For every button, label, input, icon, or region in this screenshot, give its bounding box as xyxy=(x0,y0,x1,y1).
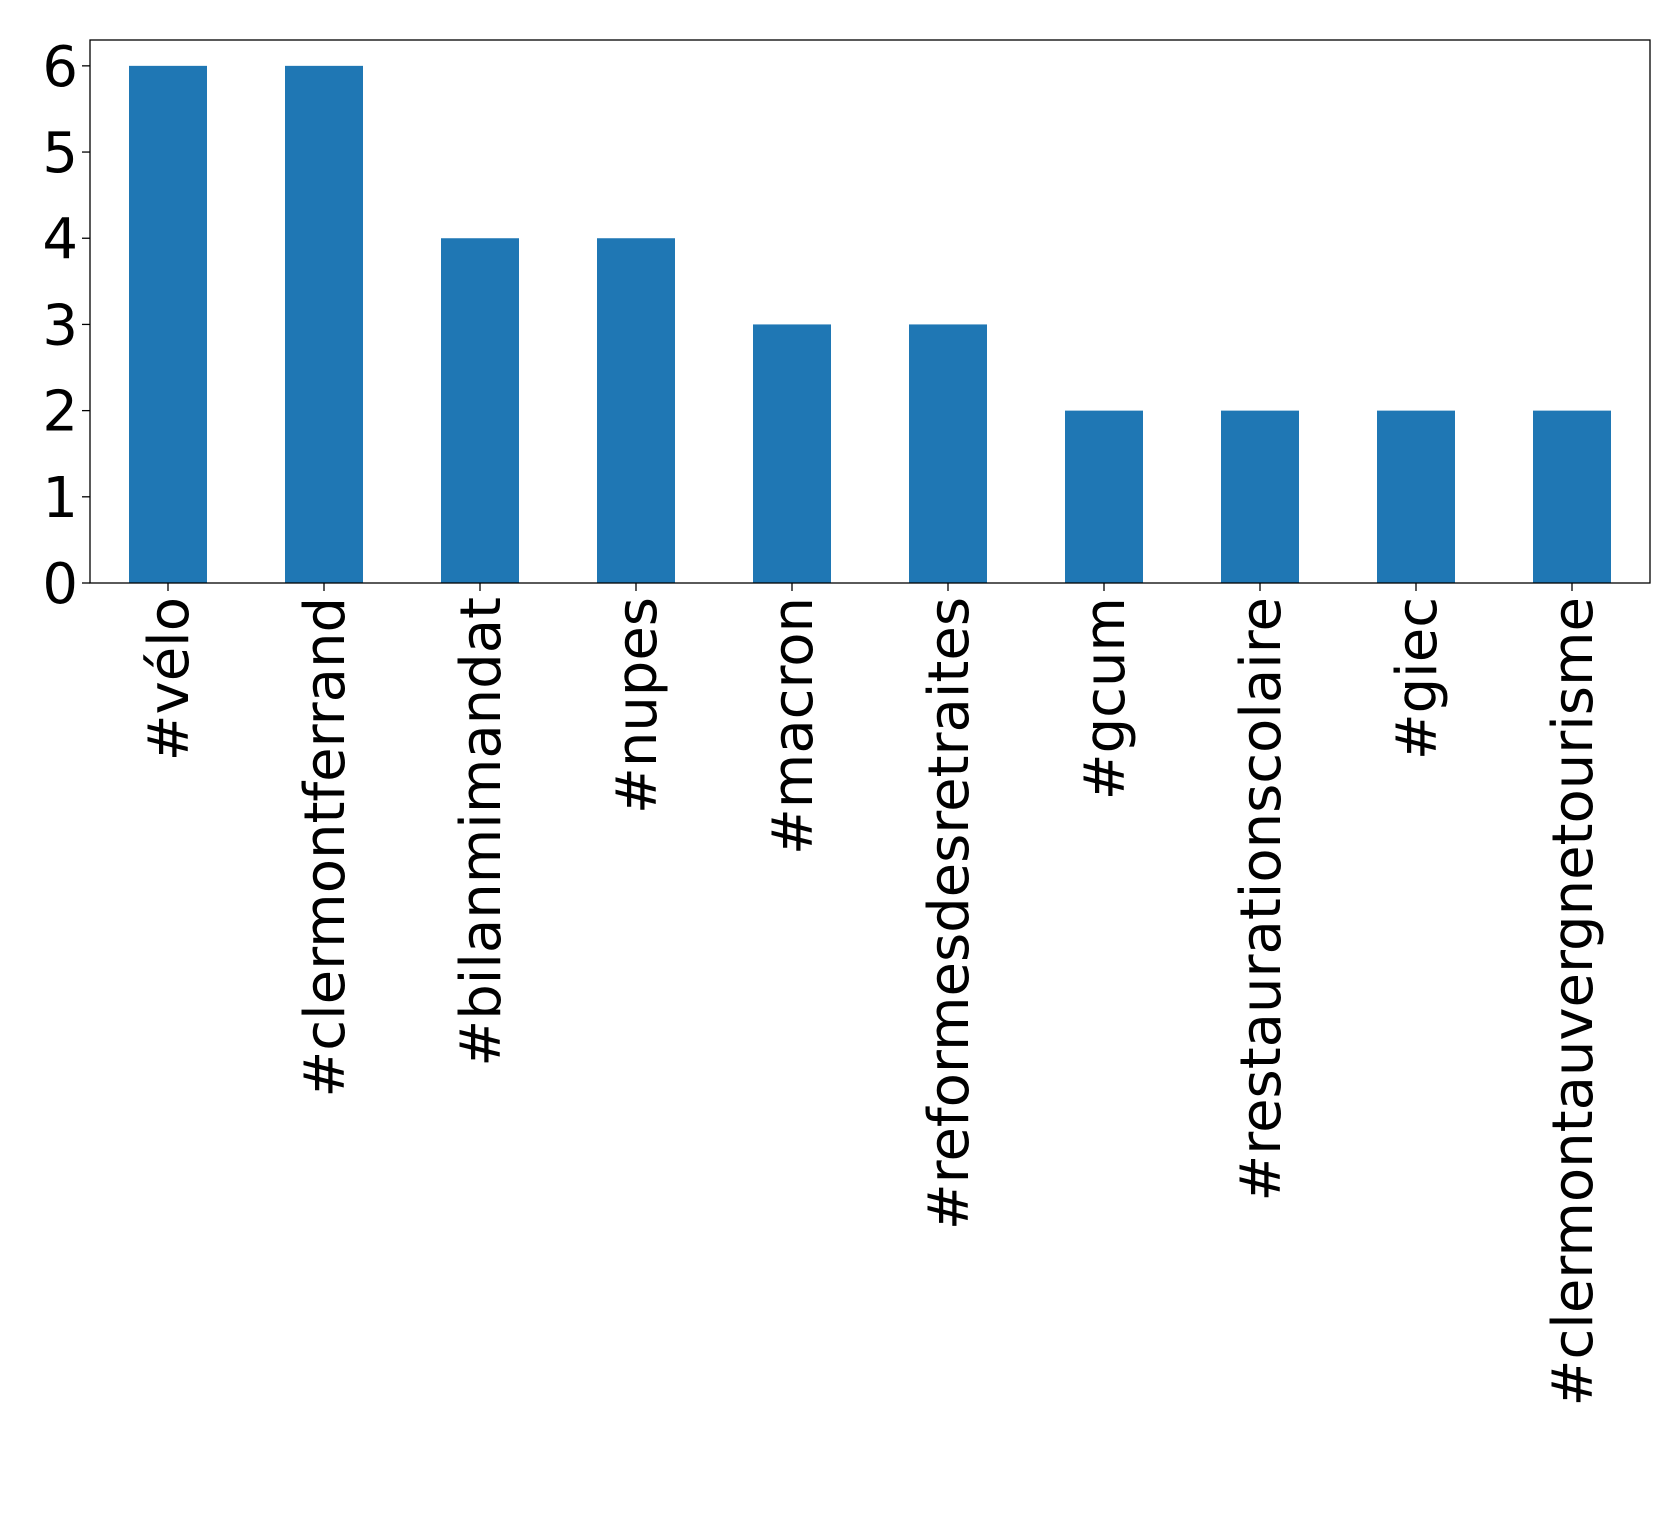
y-tick-label: 3 xyxy=(42,293,78,358)
y-tick-label: 5 xyxy=(42,121,78,186)
bar xyxy=(129,65,207,584)
x-tick-label: #giec xyxy=(1385,597,1450,760)
bar xyxy=(753,324,831,583)
y-tick-label: 0 xyxy=(42,552,78,617)
y-axis: 0 1 2 3 4 5 6 xyxy=(42,35,90,617)
bar xyxy=(1533,410,1611,583)
x-tick-label: #nupes xyxy=(605,597,670,814)
bar xyxy=(597,238,675,583)
bars-group xyxy=(129,65,1611,584)
x-tick-label: #clermontferrand xyxy=(293,597,358,1098)
x-tick-label: #clermontauvergnetourisme xyxy=(1541,597,1606,1406)
y-tick-label: 4 xyxy=(42,207,78,272)
y-tick-label: 6 xyxy=(42,35,78,100)
x-axis: #vélo #clermontferrand #bilanmimandat #nupe… xyxy=(137,583,1606,1406)
x-tick-label: #restaurationscolaire xyxy=(1229,597,1294,1202)
bar xyxy=(1221,410,1299,583)
bar xyxy=(441,238,519,583)
x-tick-label: #bilanmimandat xyxy=(449,597,514,1067)
y-tick-label: 1 xyxy=(42,466,78,531)
bar xyxy=(285,65,363,584)
plot-frame xyxy=(89,39,1651,584)
x-tick-label: #macron xyxy=(761,597,826,855)
x-tick-label: #gcum xyxy=(1073,597,1138,800)
bar xyxy=(909,324,987,583)
bar xyxy=(1377,410,1455,583)
bar xyxy=(1065,410,1143,583)
x-tick-label: #vélo xyxy=(137,597,202,761)
y-tick-label: 2 xyxy=(42,380,78,445)
x-tick-label: #reformesdesretraites xyxy=(917,597,982,1230)
